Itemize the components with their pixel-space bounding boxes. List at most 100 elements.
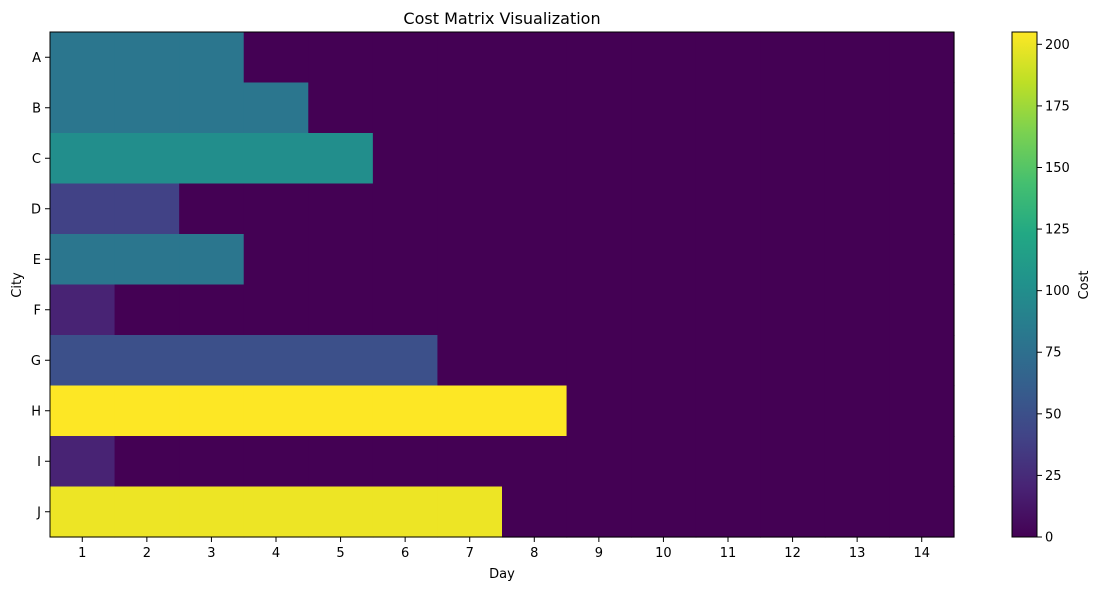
heatmap-cell — [631, 133, 697, 185]
heatmap-cell — [824, 183, 891, 235]
heatmap-cell — [372, 284, 439, 336]
heatmap-cell — [114, 436, 180, 488]
heatmap-cell — [502, 133, 568, 185]
heatmap-cell — [566, 234, 632, 286]
heatmap-cell — [437, 183, 503, 235]
heatmap-cell — [50, 183, 116, 235]
x-tick-label: 12 — [784, 546, 801, 561]
heatmap-cell — [372, 82, 439, 134]
heatmap-cell — [437, 32, 503, 84]
heatmap-cell — [179, 32, 245, 84]
x-tick-label: 1 — [78, 546, 86, 561]
heatmap-cell — [243, 486, 309, 538]
y-tick-label: H — [31, 404, 41, 419]
heatmap-cell — [566, 335, 632, 387]
heatmap-cell — [889, 32, 955, 84]
heatmap-cell — [179, 133, 245, 185]
heatmap-cell — [372, 234, 439, 286]
heatmap-cell — [502, 335, 568, 387]
y-tick-label: G — [31, 354, 41, 369]
heatmap-cell — [566, 183, 632, 235]
y-tick-label: E — [33, 253, 41, 268]
heatmap-cell — [437, 82, 503, 134]
heatmap-cell — [889, 234, 955, 286]
heatmap-cell — [631, 183, 697, 235]
colorbar — [1011, 31, 1038, 538]
heatmap-cell — [889, 82, 955, 134]
heatmap-cell — [50, 234, 116, 286]
heatmap-cell — [760, 436, 826, 488]
heatmap-cell — [437, 436, 503, 488]
heatmap-cell — [824, 385, 891, 437]
heatmap-cell — [308, 234, 374, 286]
heatmap-cell — [566, 133, 632, 185]
heatmap-cell — [824, 82, 891, 134]
heatmap-cell — [50, 335, 116, 387]
heatmap-cell — [308, 82, 374, 134]
plot-frame — [49, 31, 955, 538]
heatmap-cell — [889, 284, 955, 336]
heatmap-cell — [308, 385, 374, 437]
heatmap-cell — [631, 234, 697, 286]
heatmap-cell — [243, 234, 309, 286]
heatmap-cell — [760, 385, 826, 437]
heatmap-cell — [50, 82, 116, 134]
colorbar-tick-label: 125 — [1045, 223, 1070, 238]
x-axis-label: Day — [489, 567, 515, 582]
heatmap-cell — [437, 335, 503, 387]
y-axis: A B C D E F G H I J — [31, 51, 50, 520]
heatmap-cell — [50, 284, 116, 336]
heatmap-cell — [760, 486, 826, 538]
colorbar-tick-label: 150 — [1045, 161, 1070, 176]
y-tick-label: J — [36, 505, 41, 520]
heatmap-cell — [760, 32, 826, 84]
x-tick-label: 8 — [530, 546, 538, 561]
heatmap-cell — [695, 436, 761, 488]
heatmap-cell — [824, 486, 891, 538]
heatmap-cell — [372, 183, 439, 235]
heatmap-cell — [502, 436, 568, 488]
heatmap-cell — [889, 385, 955, 437]
heatmap-cell — [695, 385, 761, 437]
x-tick-label: 14 — [913, 546, 930, 561]
heatmap-cell — [824, 436, 891, 488]
colorbar-tick-label: 100 — [1045, 284, 1070, 299]
heatmap-cell — [889, 335, 955, 387]
heatmap-cell — [760, 183, 826, 235]
x-axis: 1 2 3 4 5 6 7 8 9 10 11 12 13 14 — [78, 537, 930, 561]
heatmap-cell — [243, 32, 309, 84]
heatmap-cell — [760, 335, 826, 387]
heatmap-cell — [695, 335, 761, 387]
y-tick-label: D — [31, 202, 41, 217]
heatmap-cell — [566, 82, 632, 134]
heatmap-cell — [631, 32, 697, 84]
x-tick-label: 11 — [720, 546, 737, 561]
chart-title: Cost Matrix Visualization — [403, 9, 600, 28]
heatmap-cell — [695, 183, 761, 235]
heatmap-cell — [243, 335, 309, 387]
heatmap-cell — [566, 486, 632, 538]
heatmap-cell — [243, 385, 309, 437]
heatmap-cell — [179, 284, 245, 336]
heatmap-cell — [889, 436, 955, 488]
heatmap-cell — [372, 436, 439, 488]
heatmap-cell — [824, 284, 891, 336]
heatmap-cell — [114, 234, 180, 286]
heatmap-cell — [372, 133, 439, 185]
heatmap-cell — [502, 82, 568, 134]
y-axis-label: City — [10, 272, 25, 298]
heatmap-cell — [695, 284, 761, 336]
heatmap-cells — [50, 32, 955, 538]
heatmap-cell — [502, 385, 568, 437]
y-tick-label: A — [32, 51, 41, 66]
y-tick-label: I — [37, 455, 41, 470]
x-tick-label: 13 — [849, 546, 866, 561]
heatmap-cell — [308, 335, 374, 387]
heatmap-cell — [437, 133, 503, 185]
heatmap-cell — [824, 133, 891, 185]
heatmap-cell — [760, 133, 826, 185]
heatmap-cell — [824, 32, 891, 84]
heatmap-cell — [308, 133, 374, 185]
heatmap-cell — [824, 335, 891, 387]
colorbar-tick-label: 50 — [1045, 407, 1062, 422]
